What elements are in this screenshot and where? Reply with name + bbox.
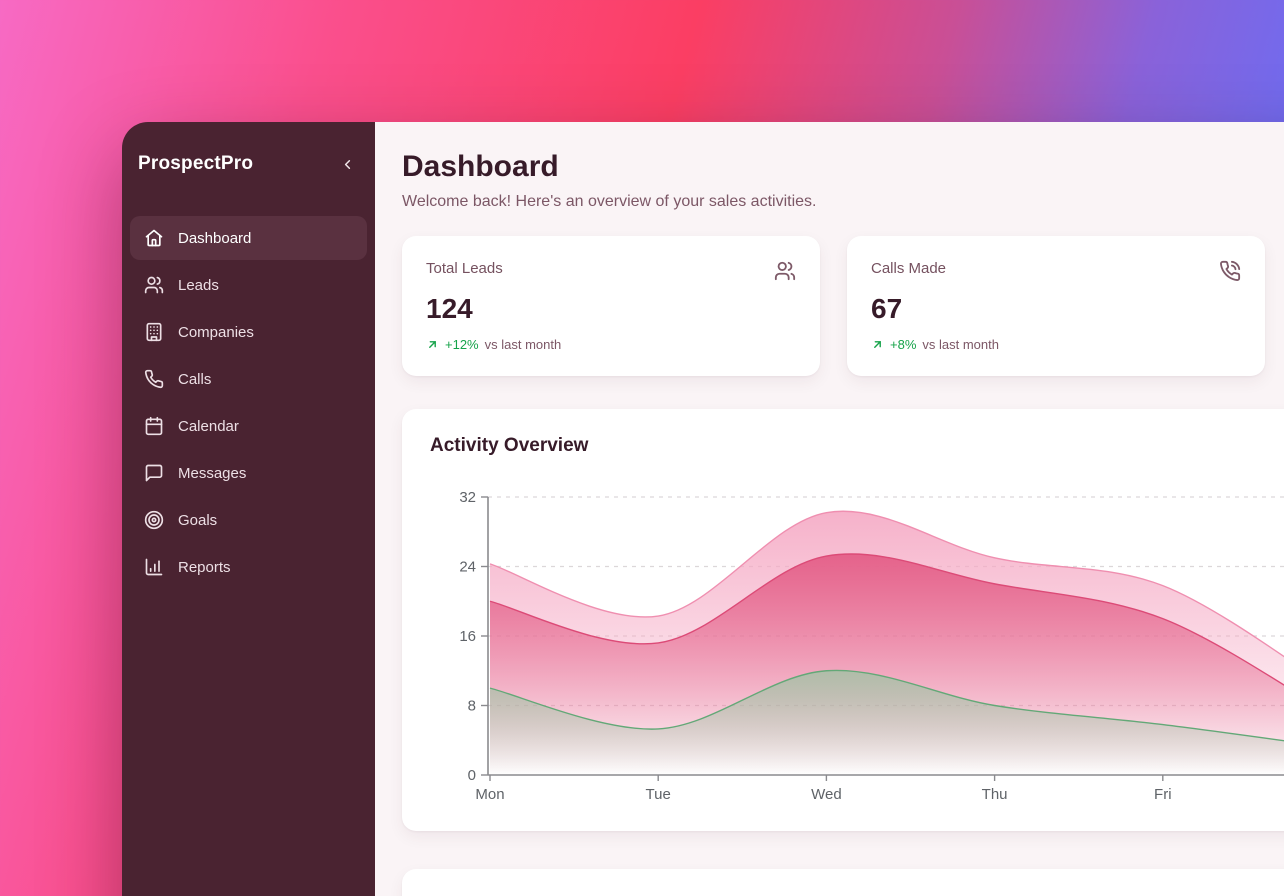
sidebar-item-label: Messages <box>178 464 247 482</box>
chevron-left-icon <box>340 157 355 172</box>
arrow-up-right-icon <box>871 338 884 351</box>
app-window: ProspectPro Dashboard Leads <box>122 122 1284 896</box>
sidebar-item-companies[interactable]: Companies <box>130 310 367 354</box>
activity-overview-card: Activity Overview 0 8 16 24 32 Mon Tue Wed Thu Fr… <box>402 409 1284 831</box>
sidebar-item-goals[interactable]: Goals <box>130 498 367 542</box>
y-tick-label: 0 <box>468 767 476 784</box>
stat-value: 67 <box>871 293 903 324</box>
sidebar-nav: Dashboard Leads Companies Calls <box>130 216 367 589</box>
sidebar-item-reports[interactable]: Reports <box>130 545 367 589</box>
activity-chart: 08162432MonTueWedThuFriSat <box>430 467 1284 805</box>
phone-icon <box>144 369 164 389</box>
sidebar-item-label: Dashboard <box>178 229 252 247</box>
main-content: Dashboard Welcome back! Here's an overvi… <box>375 122 1284 896</box>
page-title: Dashboard <box>402 150 559 183</box>
phone-call-icon <box>1219 260 1241 287</box>
home-icon <box>144 228 164 248</box>
stat-label: Calls Made <box>871 260 947 277</box>
sidebar-item-messages[interactable]: Messages <box>130 451 367 495</box>
stats-row: Total Leads 124 +12% vs last month Calls <box>402 236 1284 376</box>
line-middle-rose-band <box>489 553 1284 686</box>
sidebar-item-label: Companies <box>178 323 254 341</box>
y-tick-label: 16 <box>459 628 476 645</box>
partial-bottom-card <box>402 869 1284 896</box>
activity-card-title: Activity Overview <box>430 435 589 456</box>
trend-suffix: vs last month <box>484 337 562 352</box>
area-lower-green-band <box>490 670 1284 775</box>
x-tick-label: Thu <box>982 786 1008 803</box>
x-tick-label: Wed <box>811 786 842 803</box>
page-subtitle: Welcome back! Here's an overview of your… <box>402 193 817 210</box>
users-icon <box>144 275 164 295</box>
sidebar-item-leads[interactable]: Leads <box>130 263 367 307</box>
message-square-icon <box>144 463 164 483</box>
trend-suffix: vs last month <box>922 337 999 352</box>
sidebar-item-calendar[interactable]: Calendar <box>130 404 367 448</box>
stat-trend: +12% vs last month <box>426 337 796 352</box>
target-icon <box>144 510 164 530</box>
stat-card-calls-made: Calls Made 67 +8% vs last month <box>847 236 1265 376</box>
building-icon <box>144 322 164 342</box>
x-tick-label: Tue <box>646 786 671 803</box>
y-tick-label: 8 <box>468 698 476 715</box>
sidebar-collapse-button[interactable] <box>335 152 359 176</box>
x-tick-label: Fri <box>1154 786 1172 803</box>
trend-value: +12% <box>445 337 479 352</box>
arrow-up-right-icon <box>426 338 439 351</box>
sidebar-item-label: Leads <box>178 276 219 294</box>
sidebar-item-label: Goals <box>178 511 218 529</box>
y-tick-label: 32 <box>459 489 476 506</box>
trend-value: +8% <box>890 337 917 352</box>
sidebar-header: ProspectPro <box>130 152 367 176</box>
stat-label: Total Leads <box>426 260 503 277</box>
sidebar-item-label: Reports <box>178 558 231 576</box>
app-brand: ProspectPro <box>138 153 254 174</box>
activity-chart-svg: 08162432MonTueWedThuFriSat <box>459 489 1284 803</box>
stat-card-total-leads: Total Leads 124 +12% vs last month <box>402 236 820 376</box>
stat-value: 124 <box>426 293 473 324</box>
y-tick-label: 24 <box>459 559 476 576</box>
sidebar-item-calls[interactable]: Calls <box>130 357 367 401</box>
x-tick-label: Mon <box>475 786 504 803</box>
line-upper-light-pink-band <box>489 510 1284 658</box>
stat-trend: +8% vs last month <box>871 337 1241 352</box>
bar-chart-icon <box>144 557 164 577</box>
sidebar-item-label: Calls <box>178 370 212 388</box>
line-lower-green-band <box>489 669 1284 742</box>
sidebar: ProspectPro Dashboard Leads <box>122 122 375 896</box>
calendar-icon <box>144 416 164 436</box>
users-icon <box>774 260 796 287</box>
sidebar-item-label: Calendar <box>178 417 239 435</box>
sidebar-item-dashboard[interactable]: Dashboard <box>130 216 367 260</box>
